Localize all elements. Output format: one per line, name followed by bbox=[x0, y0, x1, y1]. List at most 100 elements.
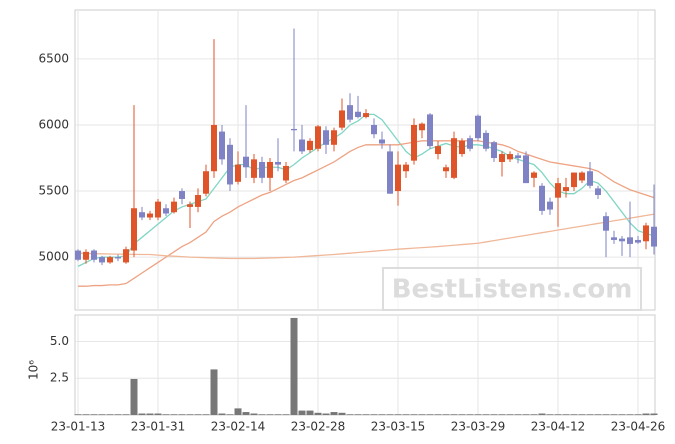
volume-bar bbox=[522, 414, 530, 415]
volume-bar bbox=[594, 414, 602, 415]
volume-bar bbox=[234, 408, 242, 415]
volume-bar bbox=[554, 414, 562, 415]
volume-bar bbox=[410, 414, 418, 415]
volume-bar bbox=[642, 413, 650, 415]
watermark-box bbox=[382, 267, 642, 311]
volume-bar bbox=[74, 414, 82, 415]
volume-bar bbox=[434, 414, 442, 415]
candle-body bbox=[267, 161, 273, 178]
candle-body bbox=[315, 126, 321, 149]
volume-bar bbox=[314, 412, 322, 415]
volume-bar bbox=[154, 413, 162, 415]
volume-bar bbox=[282, 414, 290, 415]
candle-body bbox=[339, 110, 345, 128]
volume-panel bbox=[74, 314, 656, 416]
volume-bar bbox=[330, 412, 338, 415]
volume-bar bbox=[178, 414, 186, 415]
candle-body bbox=[259, 161, 265, 178]
y-tick-label: 2.5 bbox=[50, 371, 69, 385]
candle-body bbox=[507, 154, 513, 160]
candle-body bbox=[627, 237, 633, 244]
candle-body bbox=[579, 172, 585, 181]
volume-bar bbox=[162, 414, 170, 415]
candle-body bbox=[651, 226, 657, 247]
volume-bar bbox=[546, 414, 554, 415]
candle-body bbox=[363, 113, 369, 118]
volume-bar bbox=[274, 414, 282, 415]
volume-bar bbox=[130, 378, 138, 415]
candle-body bbox=[387, 151, 393, 194]
candle-body bbox=[547, 201, 553, 210]
candle-body bbox=[355, 111, 361, 118]
candle-body bbox=[563, 187, 569, 192]
volume-bar bbox=[210, 369, 218, 415]
candle-body bbox=[347, 105, 353, 120]
candle-body bbox=[219, 131, 225, 160]
volume-bar bbox=[442, 414, 450, 415]
volume-bar bbox=[418, 414, 426, 415]
volume-bar bbox=[490, 414, 498, 415]
volume-bar bbox=[266, 414, 274, 415]
volume-bar bbox=[194, 414, 202, 415]
volume-bar bbox=[530, 414, 538, 415]
volume-bar bbox=[386, 414, 394, 415]
candle-body bbox=[635, 239, 641, 243]
candle-body bbox=[187, 204, 193, 207]
candle-body bbox=[483, 132, 489, 149]
price-panel bbox=[74, 9, 656, 311]
volume-bar bbox=[394, 414, 402, 415]
candle-body bbox=[459, 140, 465, 155]
volume-bar bbox=[258, 414, 266, 415]
volume-bar bbox=[610, 414, 618, 415]
volume-bar bbox=[538, 413, 546, 415]
x-tick-label: 23-01-13 bbox=[51, 420, 105, 434]
volume-bar bbox=[170, 414, 178, 415]
volume-bar bbox=[586, 414, 594, 415]
x-tick-label: 23-03-15 bbox=[371, 420, 425, 434]
candle-body bbox=[451, 138, 457, 178]
candle-body bbox=[323, 130, 329, 145]
volume-bar bbox=[290, 317, 298, 415]
volume-bar bbox=[370, 414, 378, 415]
volume-bar bbox=[98, 414, 106, 415]
volume-bar bbox=[146, 413, 154, 415]
candle-body bbox=[307, 140, 313, 151]
volume-bar bbox=[354, 414, 362, 415]
y-axis-label: 10⁶ bbox=[27, 360, 41, 380]
candle-body bbox=[587, 171, 593, 186]
candle-body bbox=[251, 159, 257, 178]
candle-body bbox=[83, 251, 89, 260]
candle-body bbox=[619, 238, 625, 242]
x-tick-label: 23-03-29 bbox=[451, 420, 505, 434]
x-tick-label: 23-04-26 bbox=[611, 420, 665, 434]
candle-body bbox=[179, 191, 185, 199]
volume-bar bbox=[474, 414, 482, 415]
candle-body bbox=[299, 139, 305, 152]
volume-bar bbox=[82, 414, 90, 415]
volume-bar bbox=[506, 414, 514, 415]
y-tick-label: 5000 bbox=[38, 250, 69, 264]
x-tick-label: 23-02-28 bbox=[291, 420, 345, 434]
volume-bar bbox=[218, 413, 226, 415]
volume-bar bbox=[122, 414, 130, 415]
x-tick-label: 23-02-14 bbox=[211, 420, 265, 434]
candle-body bbox=[235, 164, 241, 182]
volume-bar bbox=[298, 410, 306, 415]
candle-body bbox=[443, 167, 449, 172]
volume-bar bbox=[458, 414, 466, 415]
y-tick-label: 5500 bbox=[38, 184, 69, 198]
volume-bar bbox=[138, 413, 146, 415]
volume-bar bbox=[186, 414, 194, 415]
candle-body bbox=[539, 185, 545, 211]
candle-body bbox=[99, 257, 105, 263]
candle-body bbox=[403, 164, 409, 172]
volume-bar bbox=[482, 414, 490, 415]
candle-body bbox=[243, 156, 249, 168]
candle-body bbox=[435, 146, 441, 155]
volume-bar bbox=[498, 414, 506, 415]
candle-body bbox=[131, 208, 137, 251]
candle-body bbox=[91, 250, 97, 260]
volume-bar bbox=[362, 414, 370, 415]
candle-body bbox=[515, 155, 521, 159]
candle-body bbox=[115, 257, 121, 259]
